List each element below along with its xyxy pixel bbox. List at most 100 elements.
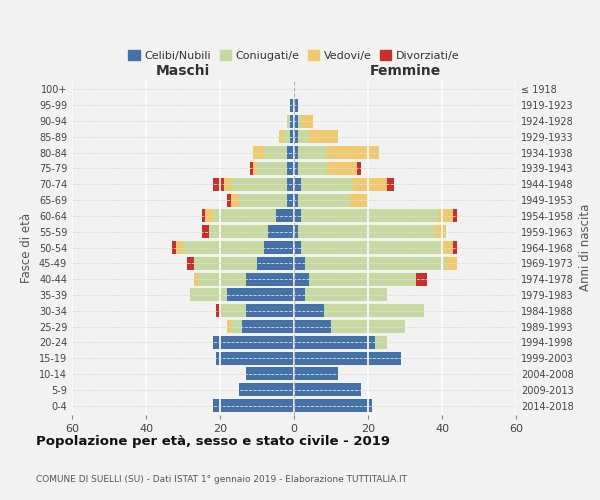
Bar	[301, 178, 353, 191]
Bar	[217, 304, 220, 317]
Bar	[301, 241, 442, 254]
Bar	[287, 194, 294, 206]
Bar	[309, 272, 416, 285]
Bar	[446, 257, 457, 270]
Bar	[298, 225, 434, 238]
Bar	[246, 368, 294, 380]
Bar	[328, 162, 357, 175]
Bar	[257, 162, 287, 175]
Y-axis label: Fasce di età: Fasce di età	[20, 212, 33, 282]
Bar	[294, 399, 372, 412]
Bar	[416, 272, 427, 285]
Bar	[294, 210, 301, 222]
Bar	[183, 241, 265, 254]
Bar	[438, 210, 453, 222]
Bar	[298, 114, 301, 128]
Bar	[287, 114, 290, 128]
Bar	[194, 257, 257, 270]
Bar	[287, 178, 294, 191]
Bar	[239, 194, 287, 206]
Bar	[231, 178, 287, 191]
Bar	[305, 257, 446, 270]
Bar	[298, 146, 328, 159]
Bar	[265, 241, 294, 254]
Bar	[349, 194, 368, 206]
Bar	[227, 288, 294, 302]
Bar	[198, 272, 246, 285]
Bar	[294, 194, 298, 206]
Bar	[328, 146, 379, 159]
Bar	[172, 241, 176, 254]
Bar	[434, 225, 446, 238]
Text: COMUNE DI SUELLI (SU) - Dati ISTAT 1° gennaio 2019 - Elaborazione TUTTITALIA.IT: COMUNE DI SUELLI (SU) - Dati ISTAT 1° ge…	[36, 475, 407, 484]
Bar	[190, 288, 227, 302]
Text: Popolazione per età, sesso e stato civile - 2019: Popolazione per età, sesso e stato civil…	[36, 435, 390, 448]
Bar	[246, 272, 294, 285]
Bar	[298, 130, 309, 143]
Bar	[217, 352, 294, 364]
Bar	[442, 241, 453, 254]
Bar	[253, 162, 257, 175]
Bar	[294, 130, 298, 143]
Bar	[202, 210, 205, 222]
Bar	[212, 210, 275, 222]
Bar	[209, 225, 268, 238]
Bar	[265, 146, 287, 159]
Bar	[290, 130, 294, 143]
Bar	[323, 304, 424, 317]
Bar	[268, 225, 294, 238]
Bar	[294, 288, 305, 302]
Bar	[246, 304, 294, 317]
Bar	[294, 162, 298, 175]
Bar	[294, 320, 331, 333]
Bar	[294, 178, 301, 191]
Bar	[294, 257, 305, 270]
Bar	[283, 130, 290, 143]
Bar	[279, 130, 283, 143]
Bar	[205, 210, 212, 222]
Bar	[187, 257, 194, 270]
Bar	[242, 320, 294, 333]
Bar	[194, 272, 198, 285]
Bar	[301, 114, 313, 128]
Bar	[305, 288, 386, 302]
Bar	[294, 383, 361, 396]
Bar	[294, 368, 338, 380]
Bar	[309, 130, 338, 143]
Bar	[239, 383, 294, 396]
Bar	[212, 336, 294, 349]
Bar	[453, 210, 457, 222]
Bar	[212, 399, 294, 412]
Bar	[294, 304, 323, 317]
Bar	[227, 320, 231, 333]
Bar	[257, 257, 294, 270]
Bar	[202, 225, 209, 238]
Bar	[220, 304, 246, 317]
Text: Femmine: Femmine	[370, 64, 440, 78]
Bar	[253, 146, 265, 159]
Bar	[357, 162, 361, 175]
Bar	[294, 241, 301, 254]
Bar	[231, 320, 242, 333]
Bar	[287, 146, 294, 159]
Bar	[294, 336, 376, 349]
Legend: Celibi/Nubili, Coniugati/e, Vedovi/e, Divorziati/e: Celibi/Nubili, Coniugati/e, Vedovi/e, Di…	[124, 46, 464, 65]
Bar	[212, 178, 224, 191]
Y-axis label: Anni di nascita: Anni di nascita	[579, 204, 592, 291]
Bar	[294, 352, 401, 364]
Bar	[294, 114, 298, 128]
Bar	[275, 210, 294, 222]
Bar	[376, 336, 386, 349]
Bar	[290, 99, 294, 112]
Bar	[224, 178, 231, 191]
Bar	[298, 194, 349, 206]
Bar	[294, 99, 298, 112]
Bar	[227, 194, 231, 206]
Bar	[176, 241, 183, 254]
Bar	[353, 178, 386, 191]
Bar	[294, 146, 298, 159]
Bar	[250, 162, 253, 175]
Text: Maschi: Maschi	[156, 64, 210, 78]
Bar	[453, 241, 457, 254]
Bar	[301, 210, 438, 222]
